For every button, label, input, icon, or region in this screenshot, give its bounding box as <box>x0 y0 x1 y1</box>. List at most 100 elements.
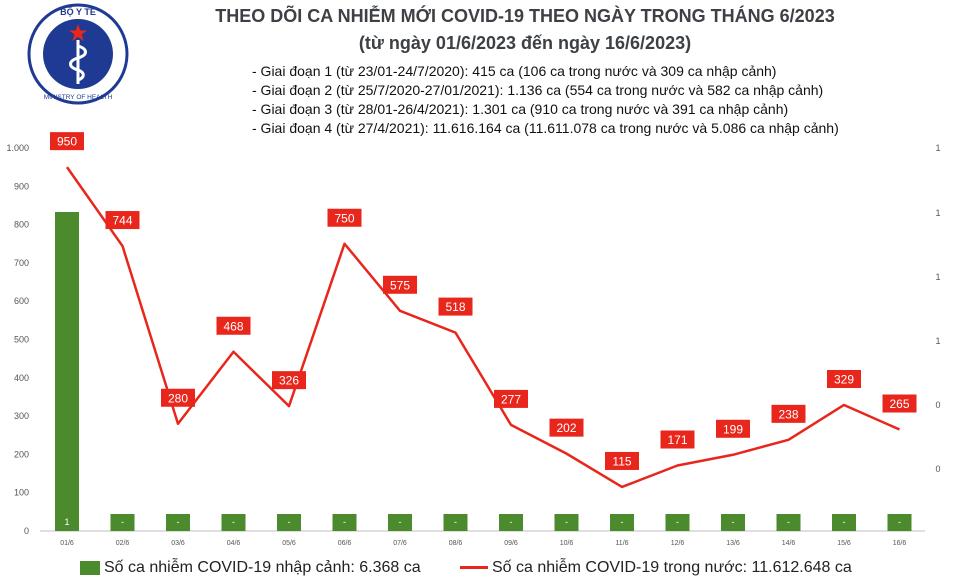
legend-line-swatch <box>460 566 488 570</box>
right-tick-label: 1 <box>935 208 940 218</box>
line-label-box <box>272 371 306 390</box>
line-label-box <box>771 404 806 423</box>
bar <box>832 514 856 531</box>
line-data-label: 115 <box>612 454 631 468</box>
x-tick-label: 05/6 <box>282 540 296 547</box>
bar-data-label: - <box>121 517 124 527</box>
bar-data-label: - <box>787 517 790 527</box>
line-data-label: 518 <box>445 300 465 314</box>
bar <box>166 514 190 531</box>
line-label-box <box>716 419 750 438</box>
line-label-box <box>549 418 584 437</box>
legend: Số ca nhiễm COVID-19 nhập cảnh: 6.368 ca… <box>80 559 852 577</box>
bar <box>277 514 301 531</box>
bar <box>554 514 579 531</box>
phase-note-3: - Giai đoạn 3 (từ 28/01-26/4/2021): 1.30… <box>252 101 789 117</box>
x-tick-label: 09/6 <box>504 540 518 547</box>
bar <box>610 514 634 531</box>
right-tick-label: 0 <box>935 400 940 410</box>
left-tick-label: 800 <box>14 220 29 230</box>
left-tick-label: 700 <box>14 258 29 268</box>
bar-data-label: - <box>288 517 291 527</box>
bar-data-label: - <box>843 517 846 527</box>
line-label-box <box>438 297 473 316</box>
bar-data-label: - <box>343 517 346 527</box>
bar-data-label: - <box>898 517 901 527</box>
x-tick-label: 12/6 <box>671 540 685 547</box>
line-label-box <box>327 208 362 227</box>
bar-data-label: - <box>454 517 457 527</box>
line-data-label: 329 <box>834 372 854 386</box>
x-tick-label: 10/6 <box>560 540 574 547</box>
bar <box>221 514 246 531</box>
line-data-label: 238 <box>778 407 798 421</box>
left-tick-label: 400 <box>14 373 29 383</box>
x-tick-label: 01/6 <box>60 540 74 547</box>
logo-bottom-text: MINISTRY OF HEALTH <box>44 94 113 101</box>
phase-note-4: - Giai đoạn 4 (từ 27/4/2021): 11.616.164… <box>252 120 839 136</box>
bar <box>332 514 357 531</box>
line-label-box <box>605 451 639 470</box>
right-tick-label: 1 <box>935 143 940 153</box>
x-tick-label: 04/6 <box>227 540 241 547</box>
bar <box>110 514 135 531</box>
bar <box>887 514 912 531</box>
left-axis-ticks: 0 100 200 300 400 500 600 700 800 900 1.000 <box>6 143 29 536</box>
x-tick-label: 11/6 <box>615 540 628 547</box>
right-tick-label: 1 <box>935 272 940 282</box>
line-data-label: 199 <box>723 422 743 436</box>
left-tick-label: 600 <box>14 296 29 306</box>
x-tick-label: 16/6 <box>893 540 907 547</box>
phase-note-1: - Giai đoạn 1 (từ 23/01-24/7/2020): 415 … <box>252 63 777 79</box>
phase-note-2: - Giai đoạn 2 (từ 25/7/2020-27/01/2021):… <box>252 82 824 98</box>
legend-bar-item: Số ca nhiễm COVID-19 nhập cảnh: 6.368 ca <box>80 559 421 576</box>
line-data-label: 326 <box>279 374 299 388</box>
bar <box>388 514 412 531</box>
x-tick-label: 08/6 <box>449 540 463 547</box>
bar <box>776 514 801 531</box>
chart-subtitle: (từ ngày 01/6/2023 đến ngày 16/6/2023) <box>358 33 692 53</box>
bar-series: 1 - - - - - - - - - - - - - - - <box>55 212 912 531</box>
legend-line-label: Số ca nhiễm COVID-19 trong nước: 11.612.… <box>492 559 852 576</box>
left-tick-label: 1.000 <box>6 143 29 153</box>
line-label-box <box>216 316 251 335</box>
line-label-box <box>50 132 84 151</box>
bar <box>55 212 79 531</box>
line-data-label: 277 <box>501 392 521 406</box>
line-label-box <box>827 369 861 388</box>
right-axis-ticks: 1 1 1 1 0 0 <box>935 143 940 474</box>
line-label-box <box>494 389 528 408</box>
line-label-box <box>660 430 695 449</box>
left-tick-label: 900 <box>14 181 29 191</box>
line-data-label: 202 <box>556 421 576 435</box>
line-label-box <box>105 211 140 230</box>
ministry-of-health-logo: BỘ Y TẾ MINISTRY OF HEALTH <box>27 3 129 105</box>
line-series <box>65 166 901 489</box>
bar-data-label: 1 <box>64 517 69 527</box>
legend-bar-swatch <box>80 560 100 575</box>
line-data-labels: 950 744 280 468 326 750 575 518 277 202 115 171 199 2… <box>50 132 917 470</box>
x-tick-label: 03/6 <box>171 540 185 547</box>
left-tick-label: 500 <box>14 335 29 345</box>
right-tick-label: 0 <box>935 464 940 474</box>
bar <box>721 514 745 531</box>
x-tick-label: 06/6 <box>338 540 352 547</box>
x-axis-ticks: 01/6 02/6 03/6 04/6 05/6 06/6 07/6 08/6 09/6 10/6… <box>60 540 906 547</box>
bar-data-label: - <box>676 517 679 527</box>
line-data-label: 280 <box>168 391 188 405</box>
line-data-label: 950 <box>57 135 77 149</box>
x-tick-label: 14/6 <box>782 540 796 547</box>
line-label-box <box>161 388 195 407</box>
x-tick-label: 02/6 <box>116 540 130 547</box>
right-tick-label: 1 <box>935 336 940 346</box>
legend-line-item: Số ca nhiễm COVID-19 trong nước: 11.612.… <box>460 559 852 577</box>
line-label-box <box>882 394 917 413</box>
bar-data-label: - <box>177 517 180 527</box>
bar <box>665 514 690 531</box>
bar-data-label: - <box>510 517 513 527</box>
chart-title: THEO DÕI CA NHIỄM MỚI COVID-19 THEO NGÀY… <box>215 6 835 26</box>
bar-data-label: - <box>565 517 568 527</box>
x-tick-label: 07/6 <box>393 540 407 547</box>
line-data-label: 750 <box>334 211 354 225</box>
